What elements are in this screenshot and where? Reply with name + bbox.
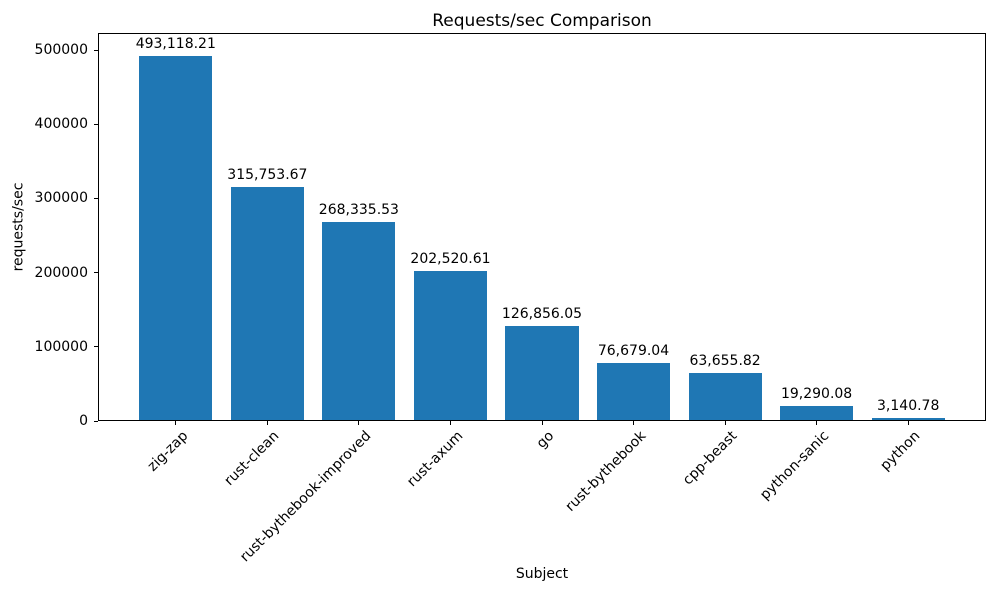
bar-cpp-beast: [688, 373, 762, 420]
x-tick-mark: [358, 421, 360, 425]
bar-python: [871, 417, 945, 420]
x-tick-mark: [633, 421, 634, 425]
x-tick-label-rust-axum: rust-axum: [403, 428, 466, 491]
bar-value-label-rust-bythebook-improved: 268,335.53: [318, 202, 399, 218]
bar-value-label-python: 3,140.78: [877, 397, 940, 414]
y-tick-label-100000: 100000: [34, 338, 88, 355]
x-tick-label-rust-clean: rust-clean: [221, 428, 283, 489]
y-tick-label-0: 0: [79, 413, 88, 429]
y-axis-label-text: requests/sec: [10, 182, 26, 272]
x-tick-mark: [816, 421, 818, 425]
bar-value-label-rust-axum: 202,520.61: [410, 250, 491, 267]
x-tick-mark: [724, 421, 726, 425]
y-tick-label-500000: 500000: [34, 42, 88, 59]
x-axis-label: Subject: [515, 566, 569, 582]
x-tick-label-zig-zap: zig-zap: [144, 428, 192, 475]
x-tick-label-rust-bythebook: rust-bythebook: [562, 428, 649, 515]
y-axis-label: requests/sec: [4, 124, 32, 330]
bar-value-label-python-sanic: 19,290.08: [780, 385, 853, 402]
bar-value-label-rust-bythebook: 76,679.04: [597, 343, 670, 360]
x-tick-label-python-sanic: python-sanic: [756, 428, 832, 504]
bar-value-label-go: 126,856.05: [501, 306, 583, 323]
bar-rust-bythebook-improved: [322, 222, 396, 420]
x-tick-mark: [907, 421, 909, 425]
bar-rust-axum: [413, 270, 487, 420]
bar-python-sanic: [780, 405, 854, 420]
bar-value-label-zig-zap: 493,118.21: [135, 36, 216, 53]
bar-rust-bythebook: [596, 363, 671, 420]
x-tick-mark: [175, 421, 177, 425]
x-tick-mark: [266, 421, 268, 425]
plot-area: 493,118.21 315,753.67 268,335.53 202,520.61…: [98, 33, 986, 421]
x-tick-label-go: go: [533, 428, 558, 452]
bar-rust-clean: [230, 187, 304, 420]
x-tick-label-python: python: [877, 428, 924, 474]
x-tick-label-rust-bythebook-improved: rust-bythebook-improved: [237, 428, 375, 566]
x-tick-mark: [541, 421, 543, 425]
x-tick-label-cpp-beast: cpp-beast: [680, 428, 741, 489]
x-tick-mark: [450, 421, 451, 425]
bar-value-label-rust-clean: 315,753.67: [227, 167, 308, 183]
bar-zig-zap: [139, 56, 213, 420]
chart-title: Requests/sec Comparison: [432, 11, 652, 31]
bar-go: [505, 326, 579, 420]
bar-value-label-cpp-beast: 63,655.82: [689, 353, 761, 369]
